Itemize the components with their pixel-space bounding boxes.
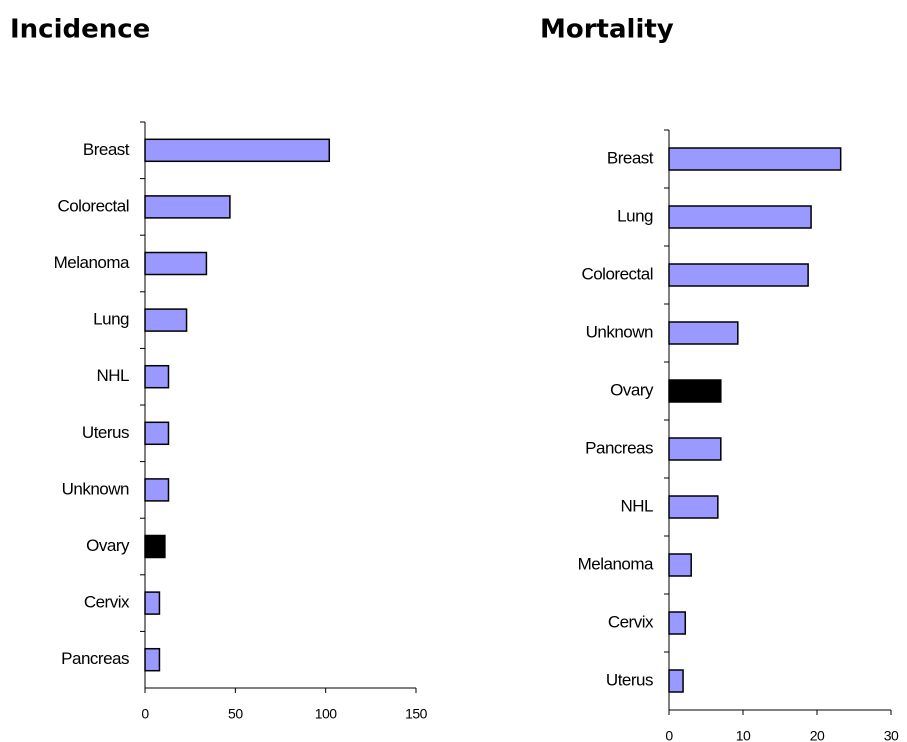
y-tick-label: Lung (93, 310, 129, 329)
bar (144, 591, 161, 615)
y-tick-label: Melanoma (578, 554, 654, 573)
bar (144, 421, 170, 446)
y-tick-label: Colorectal (57, 196, 129, 215)
y-tick-label: NHL (620, 496, 653, 515)
y-tick-label: Melanoma (54, 253, 130, 272)
y-tick-label: Pancreas (585, 438, 653, 457)
bar (668, 437, 722, 461)
bar (144, 534, 166, 559)
bar (144, 364, 170, 389)
x-tick-label: 100 (315, 706, 338, 722)
y-tick-label: NHL (96, 366, 129, 385)
bar (668, 553, 692, 577)
y-tick-label: Breast (607, 148, 654, 167)
x-tick-label: 20 (810, 728, 825, 742)
y-tick-label: Unknown (586, 322, 653, 341)
y-tick-label: Cervix (608, 612, 654, 631)
x-tick-label: 150 (405, 706, 428, 722)
y-tick-label: Ovary (610, 380, 654, 399)
y-tick-label: Cervix (84, 593, 130, 612)
y-tick-label: Pancreas (61, 649, 129, 668)
x-tick-label: 0 (665, 728, 673, 742)
y-tick-label: Uterus (82, 423, 129, 442)
bar (668, 669, 684, 693)
bar (668, 611, 687, 635)
bar (668, 147, 842, 171)
y-tick-label: Colorectal (581, 264, 653, 283)
bar (144, 308, 188, 332)
bar (668, 379, 722, 403)
y-tick-label: Lung (617, 206, 653, 225)
bar (144, 251, 208, 276)
y-tick-label: Unknown (62, 479, 129, 498)
bar (144, 647, 161, 672)
chart-title: Mortality (540, 15, 674, 45)
x-tick-label: 0 (141, 706, 149, 722)
bar (144, 195, 231, 219)
bar (668, 263, 809, 287)
y-tick-label: Ovary (86, 536, 130, 555)
x-tick-label: 50 (228, 706, 243, 722)
chart-title: Incidence (10, 15, 150, 45)
bar (144, 478, 170, 502)
x-tick-label: 30 (884, 728, 899, 742)
bar (668, 495, 719, 519)
bar (668, 321, 739, 345)
x-tick-label: 10 (736, 728, 751, 742)
bar (668, 205, 812, 229)
y-tick-label: Breast (83, 140, 130, 159)
y-tick-label: Uterus (606, 670, 653, 689)
bar (144, 138, 331, 163)
